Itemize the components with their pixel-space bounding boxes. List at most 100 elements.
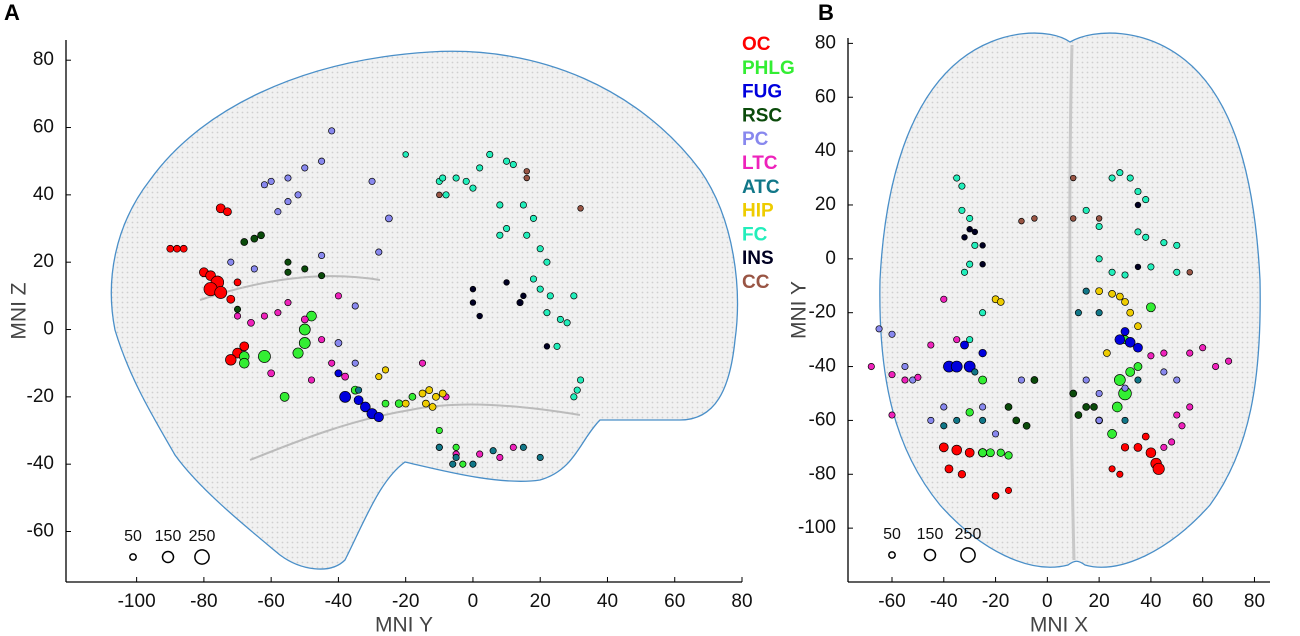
point: [901, 363, 909, 371]
point: [1168, 438, 1176, 446]
point: [1095, 389, 1103, 398]
x-tick-label: -60: [878, 591, 905, 612]
point: [381, 366, 390, 374]
point: [927, 341, 935, 349]
point: [418, 359, 427, 367]
point: [438, 389, 447, 398]
point: [436, 191, 443, 199]
point: [1134, 187, 1142, 196]
point: [1108, 268, 1116, 276]
y-tick-label: 0: [43, 319, 54, 340]
x-tick-label: -100: [118, 591, 156, 612]
y-tick-label: 80: [33, 49, 54, 70]
point: [435, 443, 443, 451]
point: [964, 447, 975, 458]
point: [267, 177, 275, 185]
point: [469, 460, 477, 468]
point: [503, 279, 510, 286]
point: [496, 201, 504, 209]
point: [173, 244, 181, 253]
point: [1124, 337, 1136, 348]
point: [888, 330, 896, 338]
point: [1004, 486, 1013, 494]
point: [428, 403, 437, 411]
point: [298, 323, 311, 336]
point: [875, 325, 883, 333]
y-axis-label: MNI Z: [8, 282, 31, 339]
point: [435, 426, 443, 435]
point: [996, 448, 1005, 457]
point: [452, 443, 460, 451]
x-tick-label: 0: [1042, 591, 1053, 612]
point: [402, 151, 409, 158]
point: [301, 164, 309, 172]
size-legend-circle: [194, 549, 210, 565]
point: [1018, 217, 1025, 225]
point: [318, 272, 326, 280]
point: [1186, 269, 1193, 276]
point: [979, 403, 987, 411]
point: [1082, 403, 1091, 411]
y-tick-label: 80: [815, 32, 836, 53]
legend-entry: CC: [742, 272, 770, 293]
point: [1120, 327, 1130, 336]
point: [214, 286, 228, 299]
point: [1082, 206, 1090, 214]
point: [570, 292, 578, 300]
size-legend-label: 250: [189, 528, 216, 545]
point: [888, 371, 896, 379]
y-tick-label: 20: [815, 194, 836, 215]
point: [1090, 403, 1098, 411]
y-tick-label: -60: [27, 521, 54, 542]
point: [1095, 222, 1103, 231]
point: [239, 341, 250, 352]
size-legend-circle: [161, 550, 175, 564]
point: [1107, 429, 1117, 439]
point: [1108, 465, 1116, 473]
legend-entry: INS: [742, 248, 774, 269]
point: [452, 453, 460, 461]
point: [1095, 215, 1103, 222]
legend-entry: PC: [742, 129, 769, 150]
point: [469, 299, 477, 306]
point: [233, 305, 242, 313]
point: [950, 360, 963, 373]
point: [556, 315, 564, 323]
y-tick-label: -100: [798, 517, 836, 538]
size-legend-circle: [888, 551, 896, 559]
point: [536, 285, 544, 293]
point: [1134, 228, 1142, 236]
point: [523, 231, 531, 239]
point: [318, 157, 326, 165]
point: [1111, 401, 1123, 413]
point: [1173, 268, 1181, 276]
point: [401, 399, 410, 408]
point: [1142, 196, 1150, 204]
point: [360, 401, 371, 413]
point: [1074, 411, 1083, 419]
x-tick-label: 40: [597, 591, 618, 612]
panel-label: B: [818, 0, 834, 25]
point: [301, 265, 309, 273]
point: [260, 181, 268, 189]
point: [1152, 462, 1165, 475]
point: [274, 309, 282, 317]
point: [1186, 349, 1194, 357]
legend-entry: OC: [742, 34, 771, 55]
point: [1116, 292, 1124, 301]
legend-entry: FUG: [742, 82, 782, 103]
point: [1004, 451, 1013, 460]
point: [867, 363, 875, 371]
point: [888, 411, 896, 419]
y-tick-label: 0: [825, 248, 836, 269]
point: [979, 261, 986, 268]
point: [381, 399, 390, 408]
point: [1069, 389, 1078, 398]
point: [523, 168, 530, 175]
point: [1030, 376, 1039, 384]
point: [1160, 349, 1168, 357]
point: [978, 375, 988, 385]
y-tick-label: 40: [33, 184, 54, 205]
point: [226, 294, 236, 304]
point: [238, 357, 250, 369]
